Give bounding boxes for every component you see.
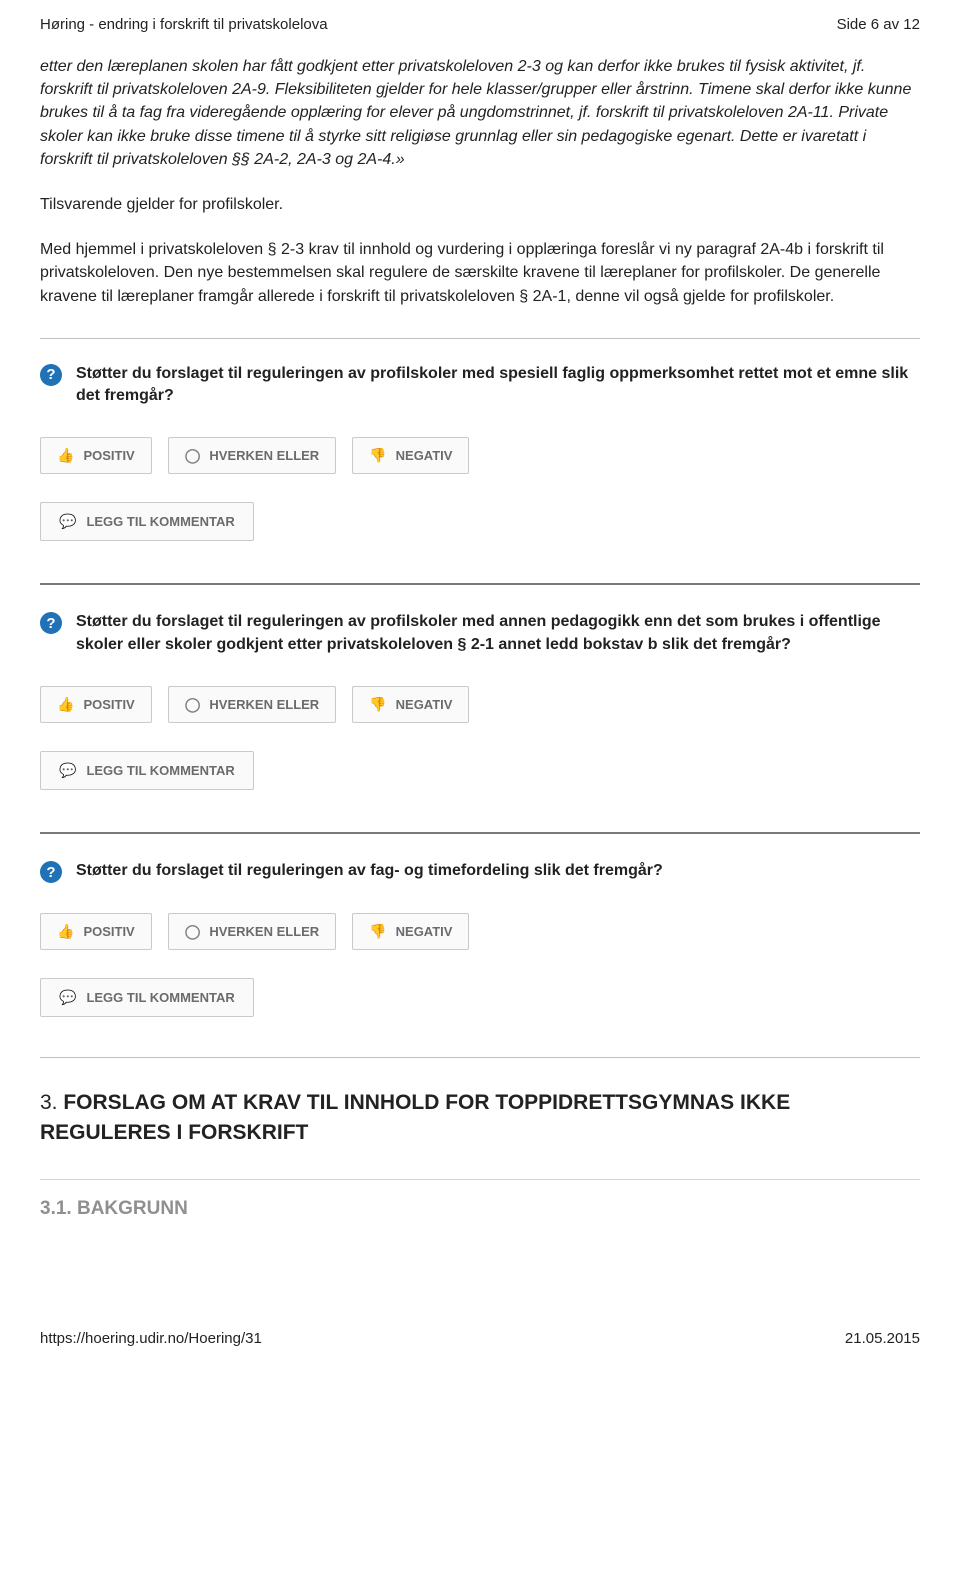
circle-icon: ◯ <box>185 923 201 940</box>
thumbs-down-icon: 👎 <box>369 923 386 940</box>
neutral-label: HVERKEN ELLER <box>209 697 319 712</box>
positive-button[interactable]: 👍 POSITIV <box>40 686 152 723</box>
negative-label: NEGATIV <box>396 448 453 463</box>
negative-label: NEGATIV <box>396 924 453 939</box>
positive-label: POSITIV <box>83 924 134 939</box>
question-block-1: ? Støtter du forslaget til reguleringen … <box>40 363 920 408</box>
divider <box>40 338 920 339</box>
header-left: Høring - endring i forskrift til privats… <box>40 16 328 33</box>
footer-url: https://hoering.udir.no/Hoering/31 <box>40 1330 262 1347</box>
add-comment-button[interactable]: 💬 LEGG TIL KOMMENTAR <box>40 978 254 1017</box>
negative-label: NEGATIV <box>396 697 453 712</box>
circle-icon: ◯ <box>185 447 201 464</box>
negative-button[interactable]: 👎 NEGATIV <box>352 437 469 474</box>
comment-label: LEGG TIL KOMMENTAR <box>86 763 234 778</box>
thumbs-up-icon: 👍 <box>57 923 74 940</box>
paragraph-3: Med hjemmel i privatskoleloven § 2-3 kra… <box>40 238 920 308</box>
paragraph-2: Tilsvarende gjelder for profilskoler. <box>40 193 920 216</box>
heavy-divider <box>40 583 920 585</box>
section-3-title: FORSLAG OM AT KRAV TIL INNHOLD FOR TOPPI… <box>40 1091 790 1143</box>
vote-row-3: 👍 POSITIV ◯ HVERKEN ELLER 👎 NEGATIV <box>40 913 920 950</box>
footer-date: 21.05.2015 <box>845 1330 920 1347</box>
add-comment-button[interactable]: 💬 LEGG TIL KOMMENTAR <box>40 502 254 541</box>
comment-label: LEGG TIL KOMMENTAR <box>86 990 234 1005</box>
question-text-2: Støtter du forslaget til reguleringen av… <box>76 611 920 656</box>
paragraph-1: etter den læreplanen skolen har fått god… <box>40 55 920 171</box>
question-icon: ? <box>40 612 62 634</box>
neutral-button[interactable]: ◯ HVERKEN ELLER <box>168 437 336 474</box>
thumbs-up-icon: 👍 <box>57 447 74 464</box>
negative-button[interactable]: 👎 NEGATIV <box>352 913 469 950</box>
neutral-label: HVERKEN ELLER <box>209 448 319 463</box>
comment-label: LEGG TIL KOMMENTAR <box>86 514 234 529</box>
section-3-1-heading: 3.1. BAKGRUNN <box>40 1198 920 1220</box>
question-block-3: ? Støtter du forslaget til reguleringen … <box>40 860 920 883</box>
neutral-label: HVERKEN ELLER <box>209 924 319 939</box>
positive-label: POSITIV <box>83 448 134 463</box>
comment-icon: 💬 <box>59 762 76 779</box>
comment-icon: 💬 <box>59 989 76 1006</box>
divider <box>40 1057 920 1058</box>
section-3-num: 3. <box>40 1091 63 1114</box>
light-divider <box>40 1179 920 1180</box>
question-icon: ? <box>40 861 62 883</box>
neutral-button[interactable]: ◯ HVERKEN ELLER <box>168 686 336 723</box>
thumbs-down-icon: 👎 <box>369 696 386 713</box>
vote-row-1: 👍 POSITIV ◯ HVERKEN ELLER 👎 NEGATIV <box>40 437 920 474</box>
page-header: Høring - endring i forskrift til privats… <box>40 16 920 33</box>
heavy-divider <box>40 832 920 834</box>
question-text-1: Støtter du forslaget til reguleringen av… <box>76 363 920 408</box>
circle-icon: ◯ <box>185 696 201 713</box>
question-block-2: ? Støtter du forslaget til reguleringen … <box>40 611 920 656</box>
add-comment-button[interactable]: 💬 LEGG TIL KOMMENTAR <box>40 751 254 790</box>
thumbs-down-icon: 👎 <box>369 447 386 464</box>
positive-label: POSITIV <box>83 697 134 712</box>
comment-icon: 💬 <box>59 513 76 530</box>
thumbs-up-icon: 👍 <box>57 696 74 713</box>
question-icon: ? <box>40 364 62 386</box>
vote-row-2: 👍 POSITIV ◯ HVERKEN ELLER 👎 NEGATIV <box>40 686 920 723</box>
neutral-button[interactable]: ◯ HVERKEN ELLER <box>168 913 336 950</box>
positive-button[interactable]: 👍 POSITIV <box>40 913 152 950</box>
section-3-heading: 3. FORSLAG OM AT KRAV TIL INNHOLD FOR TO… <box>40 1088 920 1147</box>
question-text-3: Støtter du forslaget til reguleringen av… <box>76 860 663 882</box>
page-footer: https://hoering.udir.no/Hoering/31 21.05… <box>0 1330 960 1363</box>
positive-button[interactable]: 👍 POSITIV <box>40 437 152 474</box>
header-right: Side 6 av 12 <box>837 16 920 33</box>
negative-button[interactable]: 👎 NEGATIV <box>352 686 469 723</box>
